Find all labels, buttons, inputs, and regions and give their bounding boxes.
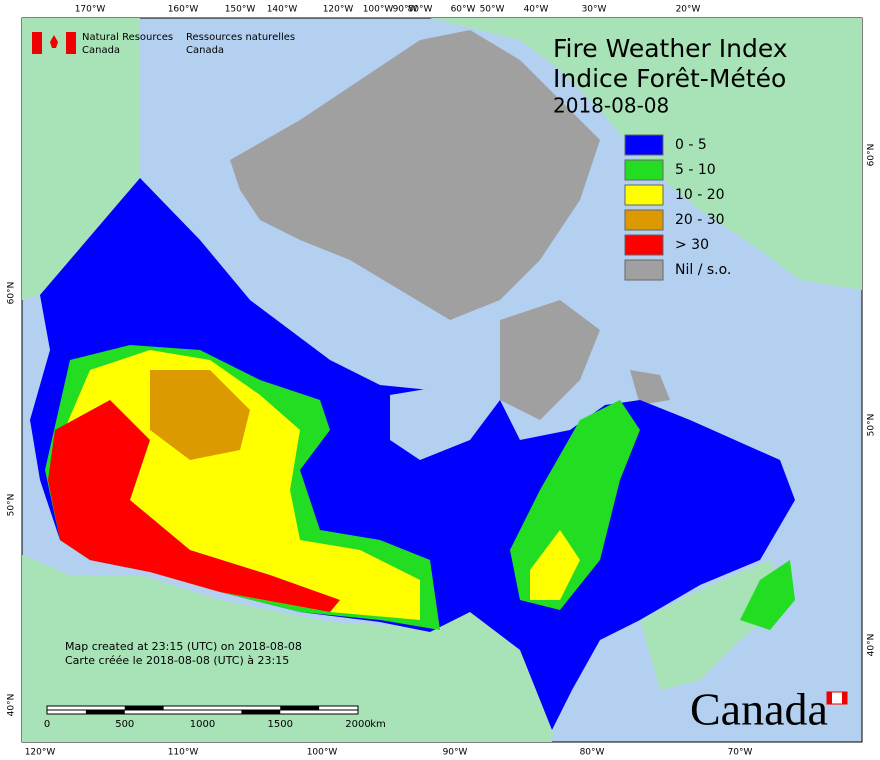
flag-bar (66, 32, 76, 54)
legend-swatch (624, 134, 664, 156)
bottom-axis-label: 120°W (25, 748, 56, 758)
bottom-axis-label: 100°W (307, 748, 338, 758)
flag-bar (32, 32, 42, 54)
date: 2018-08-08 (553, 94, 669, 118)
bottom-axis-label: 80°W (580, 748, 605, 758)
scale-label: 500 (115, 719, 134, 730)
legend-label: 10 - 20 (675, 187, 725, 203)
wordmark-flag-bar (842, 692, 847, 704)
top-axis-label: 40°W (524, 5, 549, 15)
top-axis-label: 160°W (168, 5, 199, 15)
legend-label: 5 - 10 (675, 162, 716, 178)
scale-label: 2000 (345, 719, 370, 730)
top-axis-label: 120°W (323, 5, 354, 15)
wordmark: Canada (690, 684, 828, 735)
map-area (21, 17, 863, 743)
island-group (230, 30, 600, 320)
bottom-axis-label: 90°W (443, 748, 468, 758)
header: Natural Resources Canada Ressources natu… (32, 32, 295, 56)
top-axis-label: 20°W (676, 5, 701, 15)
title: Fire Weather Index (553, 34, 788, 63)
legend-label: Nil / s.o. (675, 262, 731, 278)
right-axis-label: 50°N (867, 414, 877, 437)
top-axis-label: 90°W (393, 5, 418, 15)
baffin-island (500, 300, 600, 420)
top-axis-label: 80°W (408, 5, 433, 15)
top-axis-label: 170°W (75, 5, 106, 15)
united-states (22, 555, 555, 742)
top-axis-label: 150°W (225, 5, 256, 15)
title: Indice Forêt-Météo (553, 64, 786, 93)
scale-unit: km (370, 719, 386, 730)
top-axis-label: 140°W (267, 5, 298, 15)
scale-segment (280, 706, 320, 710)
agency-fr: Ressources naturelles (186, 32, 295, 43)
alaska (22, 18, 140, 300)
left-axis-label: 40°N (7, 694, 17, 717)
scale-label: 1000 (190, 719, 215, 730)
left-axis-label: 60°N (7, 282, 17, 305)
top-axis-label: 100°W (363, 5, 394, 15)
scale-segment (124, 706, 164, 710)
agency-fr: Canada (186, 45, 224, 56)
hudson-bay (390, 385, 500, 460)
fwi-green-maritimes (740, 560, 795, 630)
bottom-axis-label: 70°W (728, 748, 753, 758)
agency-en: Natural Resources (82, 32, 173, 43)
scale-segment (241, 710, 281, 714)
agency-en: Canada (82, 45, 120, 56)
legend-swatch (624, 209, 664, 231)
scale-label: 0 (44, 719, 50, 730)
note: Carte créée le 2018-08-08 (UTC) à 23:15 (65, 654, 289, 667)
legend-label: 20 - 30 (675, 212, 725, 228)
bottom-axis-label: 110°W (168, 748, 199, 758)
scale-segment (85, 710, 125, 714)
us-northeast (640, 560, 790, 690)
right-axis-label: 40°N (867, 634, 877, 657)
left-axis-label: 50°N (7, 494, 17, 517)
fwi-yellow-east (530, 530, 580, 600)
right-axis-label: 60°N (867, 144, 877, 167)
fwi-orange (150, 370, 250, 460)
legend-swatch (624, 234, 664, 256)
top-axis-label: 50°W (480, 5, 505, 15)
legend-swatch (624, 159, 664, 181)
legend-swatch (624, 184, 664, 206)
legend-label: 0 - 5 (675, 137, 707, 153)
top-axis-label: 30°W (582, 5, 607, 15)
scale-label: 1500 (268, 719, 293, 730)
island (630, 370, 670, 405)
wordmark-flag-bar (827, 692, 832, 704)
legend-label: > 30 (675, 237, 709, 253)
legend-swatch (624, 259, 664, 281)
flag-leaf (50, 35, 58, 48)
fwi-red (48, 400, 340, 612)
note: Map created at 23:15 (UTC) on 2018-08-08 (65, 640, 302, 653)
top-axis-label: 60°W (451, 5, 476, 15)
